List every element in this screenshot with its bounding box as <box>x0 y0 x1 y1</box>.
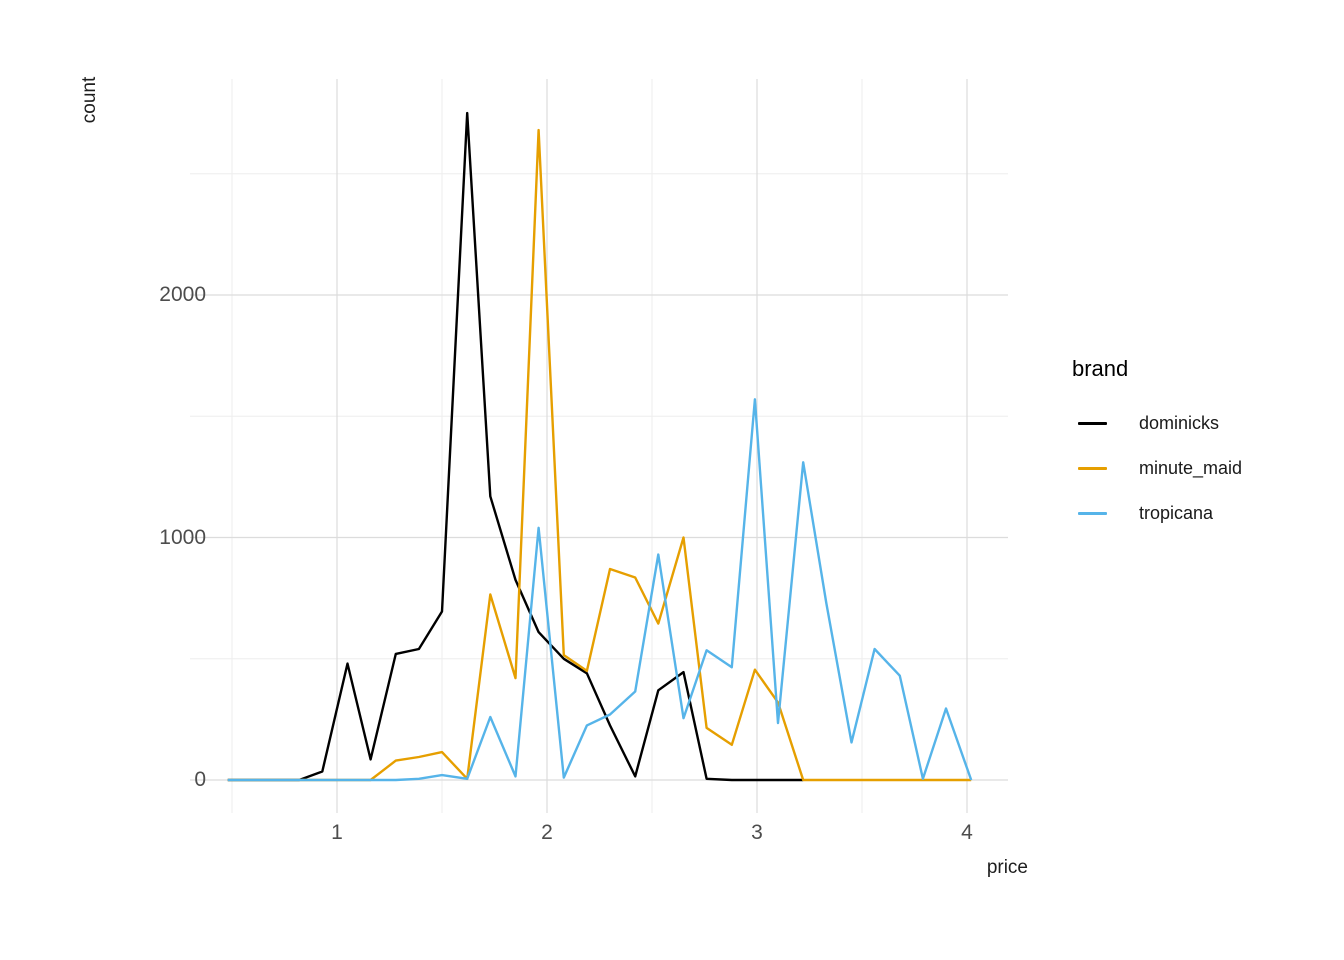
x-tick-label-4: 4 <box>961 821 973 844</box>
gridlines-minor <box>190 79 1008 813</box>
y-tick-label-1000: 1000 <box>159 525 206 549</box>
legend-entry-minute-maid: minute_maid <box>1072 453 1242 483</box>
legend-line-swatch-dominicks <box>1078 421 1107 425</box>
x-tick-label-1: 1 <box>331 821 343 844</box>
series-lines <box>227 111 973 782</box>
legend-label-minute-maid: minute_maid <box>1139 457 1243 478</box>
legend-entry-tropicana: tropicana <box>1072 498 1213 528</box>
legend-line-swatch-tropicana <box>1078 511 1107 515</box>
series-line-tropicana <box>227 398 973 782</box>
legend-label-dominicks: dominicks <box>1139 412 1220 433</box>
x-tick-label-2: 2 <box>541 821 553 844</box>
y-tick-label-2000: 2000 <box>159 283 206 306</box>
legend-entry-dominicks: dominicks <box>1072 408 1219 438</box>
y-tick-label-0: 0 <box>194 768 206 791</box>
legend-title: brand <box>1072 356 1129 381</box>
series-line-dominicks <box>227 111 804 782</box>
series-line-minute_maid <box>227 128 972 782</box>
legend-label-tropicana: tropicana <box>1139 502 1214 523</box>
legend-line-swatch-minute-maid <box>1078 466 1107 470</box>
x-tick-label-3: 3 <box>751 821 763 844</box>
x-axis-title: price <box>986 857 1028 878</box>
legend: brand dominicks minute_maid tropicana <box>1072 356 1312 523</box>
y-axis-title: count <box>79 76 100 124</box>
